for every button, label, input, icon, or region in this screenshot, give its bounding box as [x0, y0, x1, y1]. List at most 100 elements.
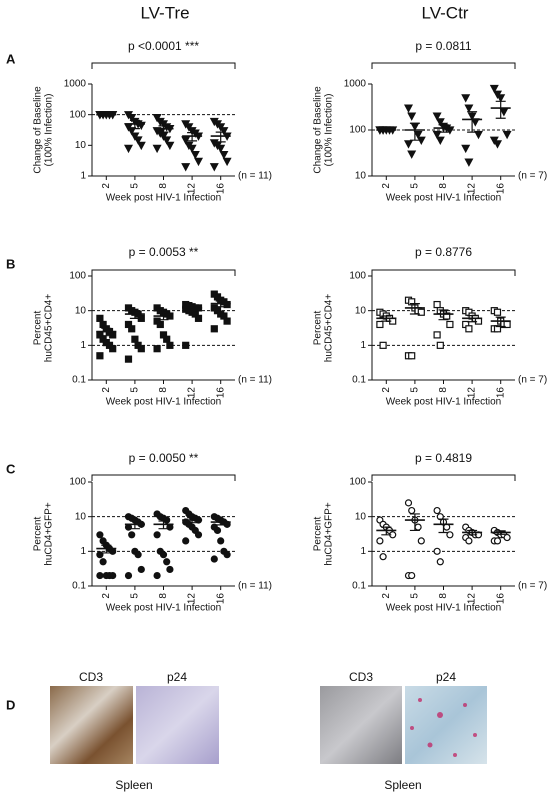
x-tick-label: 16 — [215, 183, 226, 195]
x-tick-label: 8 — [438, 593, 449, 599]
point — [492, 140, 503, 149]
error-bar — [467, 111, 478, 133]
y-tick-label: 1 — [80, 340, 86, 351]
error-bar — [495, 100, 506, 119]
x-tick-label: 16 — [215, 593, 226, 605]
point — [159, 551, 168, 559]
point — [408, 571, 416, 580]
x-tick-label: 5 — [410, 387, 421, 393]
x-tick-label: 8 — [158, 593, 169, 599]
point — [219, 150, 229, 160]
y-tick-label: 1 — [360, 546, 366, 557]
point — [165, 141, 175, 151]
error-bar — [215, 300, 226, 308]
point — [222, 157, 232, 167]
chart-title: p = 0.0811 — [415, 39, 471, 53]
point — [182, 537, 190, 545]
micrograph — [50, 686, 133, 764]
point — [433, 300, 441, 309]
point — [109, 345, 117, 353]
y-tick-label: 1 — [80, 171, 86, 182]
image-label: CD3 — [79, 670, 103, 684]
point — [433, 547, 441, 555]
point — [210, 555, 218, 563]
panel-letter: D — [6, 697, 15, 712]
error-bar — [215, 519, 226, 526]
point — [153, 531, 161, 539]
x-tick-label: 5 — [130, 387, 141, 393]
point — [436, 558, 444, 566]
y-tick-label: 100 — [69, 477, 86, 488]
error-bar — [101, 327, 112, 337]
significance-bracket — [91, 62, 236, 69]
significance-bracket — [371, 62, 516, 69]
point — [128, 325, 136, 333]
point — [194, 531, 203, 539]
x-tick-label: 12 — [187, 387, 198, 399]
y-axis-label: Percent — [313, 311, 324, 346]
point — [193, 157, 204, 167]
point — [379, 341, 387, 349]
x-tick-label: 2 — [381, 593, 392, 599]
point — [503, 533, 511, 542]
error-bar — [467, 315, 478, 323]
y-tick-label: 100 — [349, 271, 366, 282]
point — [379, 553, 387, 561]
y-tick-label: 100 — [69, 271, 86, 282]
point — [153, 345, 161, 353]
y-axis-label: Percent — [33, 517, 44, 552]
error-bar — [158, 312, 169, 321]
y-axis-label: huCD45+CD4+ — [44, 294, 55, 363]
point — [124, 571, 133, 580]
micrograph — [136, 686, 219, 764]
x-tick-label: 5 — [130, 183, 141, 189]
panel-letter: B — [6, 256, 15, 271]
point — [414, 523, 422, 531]
point — [473, 130, 484, 140]
x-tick-label: 16 — [495, 183, 506, 195]
error-bar — [495, 530, 506, 535]
point — [432, 112, 442, 121]
significance-bracket — [91, 269, 236, 276]
error-bar — [215, 131, 226, 143]
x-tick-label: 2 — [381, 183, 392, 189]
n-label: (n = 11) — [238, 375, 272, 386]
column-header: LV-Tre — [140, 3, 189, 22]
point — [209, 163, 219, 172]
error-bar — [409, 302, 420, 315]
x-tick-label: 5 — [410, 593, 421, 599]
x-tick-label: 12 — [467, 387, 478, 399]
point — [217, 537, 225, 545]
y-tick-label: 100 — [69, 109, 86, 120]
point — [464, 158, 474, 167]
error-bar — [381, 526, 392, 536]
micrograph — [405, 686, 487, 764]
point — [128, 531, 136, 539]
y-tick-label: 10 — [75, 305, 87, 316]
error-bar — [187, 305, 198, 311]
point — [181, 136, 191, 145]
error-bar — [158, 125, 169, 133]
point — [216, 144, 226, 154]
y-tick-label: 1 — [80, 546, 86, 557]
panel-letter: C — [6, 461, 16, 476]
point — [433, 331, 441, 339]
point — [417, 537, 425, 545]
point — [489, 84, 499, 94]
point — [435, 118, 445, 127]
column-header: LV-Ctr — [422, 3, 469, 22]
error-bar — [438, 124, 449, 133]
y-axis-label: (100% Infection) — [44, 94, 55, 167]
x-tick-label: 5 — [410, 183, 421, 189]
point — [403, 140, 414, 149]
y-tick-label: 10 — [355, 305, 367, 316]
x-tick-label: 16 — [215, 387, 226, 399]
n-label: (n = 7) — [518, 171, 547, 182]
x-tick-label: 8 — [438, 387, 449, 393]
point — [493, 325, 502, 333]
x-tick-label: 12 — [467, 593, 478, 605]
point — [403, 104, 414, 113]
error-bar — [438, 309, 449, 321]
point — [461, 94, 471, 103]
